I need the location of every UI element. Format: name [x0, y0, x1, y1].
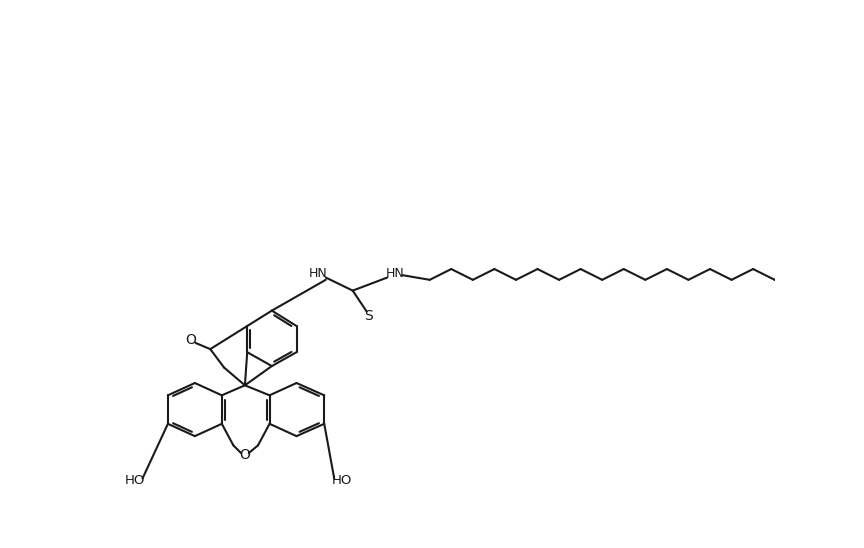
Text: O: O [239, 448, 251, 461]
Text: S: S [364, 309, 372, 323]
Text: HO: HO [332, 473, 353, 487]
Text: HN: HN [308, 267, 327, 280]
Text: HN: HN [385, 267, 404, 280]
Text: HO: HO [124, 473, 145, 487]
Text: O: O [186, 333, 196, 347]
